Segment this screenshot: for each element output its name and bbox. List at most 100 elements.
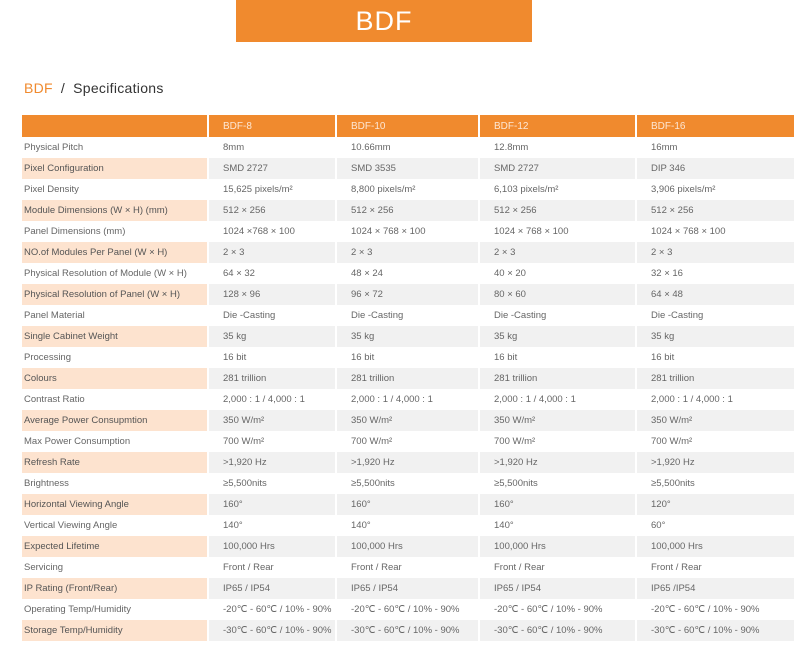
table-row: Refresh Rate >1,920 Hz >1,920 Hz >1,920 Hz >…	[22, 452, 794, 473]
table-row: Pixel Configuration SMD 2727 SMD 3535 SMD 2…	[22, 158, 794, 179]
table-header-row: BDF-8 BDF-10 BDF-12 BDF-16	[22, 115, 794, 137]
spec-value-cell: Die -Casting	[207, 305, 336, 326]
spec-value-cell: Die -Casting	[478, 305, 636, 326]
spec-value-cell: 281 trillion	[207, 368, 336, 389]
spec-value-cell: 16mm	[635, 137, 794, 158]
table-row: Processing 16 bit 16 bit 16 bit 16 bit	[22, 347, 794, 368]
spec-value-cell: 64 × 32	[207, 263, 336, 284]
spec-value-cell: 160°	[478, 494, 636, 515]
spec-value-cell: ≥5,500nits	[335, 473, 479, 494]
spec-label-cell: Physical Resolution of Module (W × H)	[24, 268, 187, 279]
specifications-table: BDF-8 BDF-10 BDF-12 BDF-16 Physical Pitc…	[22, 115, 794, 641]
table-row: Servicing Front / Rear Front / Rear Front /…	[22, 557, 794, 578]
spec-value-cell: 281 trillion	[635, 368, 794, 389]
spec-value-cell: -20℃ - 60℃ / 10% - 90%	[207, 599, 336, 620]
spec-value-cell: 160°	[207, 494, 336, 515]
table-row: NO.of Modules Per Panel (W × H) 2 × 3 2 × …	[22, 242, 794, 263]
spec-label-cell: Pixel Configuration	[22, 158, 208, 179]
spec-value-cell: >1,920 Hz	[207, 452, 336, 473]
spec-value-cell: ≥5,500nits	[207, 473, 336, 494]
spec-value-cell: -30℃ - 60℃ / 10% - 90%	[335, 620, 479, 641]
spec-value-cell: 6,103 pixels/m²	[478, 179, 636, 200]
spec-label-cell: Colours	[22, 368, 208, 389]
table-row: Horizontal Viewing Angle 160° 160° 160° 120°	[22, 494, 794, 515]
spec-label-cell: Vertical Viewing Angle	[24, 520, 118, 531]
spec-value-cell: 281 trillion	[478, 368, 636, 389]
spec-value-cell: Die -Casting	[335, 305, 479, 326]
spec-value-cell: 700 W/m²	[207, 431, 336, 452]
spec-value-cell: 32 × 16	[635, 263, 794, 284]
table-row: Storage Temp/Humidity -30℃ - 60℃ / 10% - …	[22, 620, 794, 641]
spec-value-cell: 140°	[207, 515, 336, 536]
header-cell-bdf-10: BDF-10	[335, 115, 479, 137]
spec-label-cell: Contrast Ratio	[24, 394, 85, 405]
spec-label-cell: Max Power Consumption	[24, 436, 131, 447]
spec-value-cell: 96 × 72	[335, 284, 479, 305]
spec-value-cell: >1,920 Hz	[478, 452, 636, 473]
spec-value-cell: 512 × 256	[207, 200, 336, 221]
spec-value-cell: 10.66mm	[335, 137, 479, 158]
breadcrumb-current-page: Specifications	[73, 80, 164, 96]
spec-label-cell: Processing	[24, 352, 71, 363]
table-row: Brightness ≥5,500nits ≥5,500nits ≥5,500nits…	[22, 473, 794, 494]
spec-label-cell: Physical Resolution of Panel (W × H)	[22, 284, 208, 305]
table-row: Module Dimensions (W × H) (mm) 512 × 256 5…	[22, 200, 794, 221]
spec-value-cell: 100,000 Hrs	[207, 536, 336, 557]
spec-value-cell: 15,625 pixels/m²	[207, 179, 336, 200]
spec-value-cell: 512 × 256	[478, 200, 636, 221]
breadcrumb-separator: /	[60, 80, 66, 96]
spec-value-cell: 16 bit	[635, 347, 794, 368]
table-row: Contrast Ratio 2,000 : 1 / 4,000 : 1 2,000…	[22, 389, 794, 410]
spec-label-cell: Panel Material	[24, 310, 85, 321]
spec-value-cell: 8mm	[207, 137, 336, 158]
table-row: IP Rating (Front/Rear) IP65 / IP54 IP65 / …	[22, 578, 794, 599]
table-row: Vertical Viewing Angle 140° 140° 140° 60°	[22, 515, 794, 536]
spec-value-cell: 128 × 96	[207, 284, 336, 305]
spec-value-cell: 35 kg	[335, 326, 479, 347]
table-row: Physical Resolution of Panel (W × H) 128 …	[22, 284, 794, 305]
table-row: Pixel Density 15,625 pixels/m² 8,800 pixel…	[22, 179, 794, 200]
spec-label-cell: Average Power Consupmtion	[22, 410, 208, 431]
spec-value-cell: DIP 346	[635, 158, 794, 179]
spec-value-cell: 100,000 Hrs	[635, 536, 794, 557]
spec-value-cell: 350 W/m²	[207, 410, 336, 431]
spec-value-cell: 350 W/m²	[478, 410, 636, 431]
spec-label-cell: Physical Pitch	[24, 142, 84, 153]
spec-value-cell: 350 W/m²	[635, 410, 794, 431]
spec-value-cell: 100,000 Hrs	[335, 536, 479, 557]
spec-label-cell: Brightness	[24, 478, 69, 489]
spec-value-cell: 35 kg	[478, 326, 636, 347]
spec-value-cell: IP65 / IP54	[478, 578, 636, 599]
spec-value-cell: 2,000 : 1 / 4,000 : 1	[478, 389, 636, 410]
spec-value-cell: 2 × 3	[635, 242, 794, 263]
spec-value-cell: 48 × 24	[335, 263, 479, 284]
spec-value-cell: 2 × 3	[335, 242, 479, 263]
spec-label-cell: NO.of Modules Per Panel (W × H)	[22, 242, 208, 263]
spec-value-cell: 2,000 : 1 / 4,000 : 1	[635, 389, 794, 410]
spec-value-cell: >1,920 Hz	[335, 452, 479, 473]
spec-value-cell: 1024 ×768 × 100	[207, 221, 336, 242]
spec-value-cell: 160°	[335, 494, 479, 515]
spec-value-cell: -30℃ - 60℃ / 10% - 90%	[207, 620, 336, 641]
breadcrumb-brand-link[interactable]: BDF	[24, 80, 53, 96]
spec-value-cell: Front / Rear	[478, 557, 636, 578]
spec-value-cell: ≥5,500nits	[478, 473, 636, 494]
spec-value-cell: -20℃ - 60℃ / 10% - 90%	[478, 599, 636, 620]
spec-label-cell: Pixel Density	[24, 184, 79, 195]
spec-value-cell: IP65 / IP54	[207, 578, 336, 599]
spec-value-cell: 1024 × 768 × 100	[335, 221, 479, 242]
spec-value-cell: Front / Rear	[207, 557, 336, 578]
table-row: Single Cabinet Weight 35 kg 35 kg 35 kg 35 k…	[22, 326, 794, 347]
spec-value-cell: 700 W/m²	[335, 431, 479, 452]
breadcrumb: BDF / Specifications	[24, 80, 164, 96]
spec-value-cell: 60°	[635, 515, 794, 536]
spec-label-cell: IP Rating (Front/Rear)	[22, 578, 208, 599]
spec-value-cell: 80 × 60	[478, 284, 636, 305]
spec-label-cell: Horizontal Viewing Angle	[22, 494, 208, 515]
spec-value-cell: SMD 2727	[207, 158, 336, 179]
spec-label-cell: Servicing	[24, 562, 64, 573]
spec-value-cell: 512 × 256	[635, 200, 794, 221]
table-row: Panel Dimensions (mm) 1024 ×768 × 100 1024…	[22, 221, 794, 242]
spec-label-cell: Refresh Rate	[22, 452, 208, 473]
spec-value-cell: -20℃ - 60℃ / 10% - 90%	[635, 599, 794, 620]
